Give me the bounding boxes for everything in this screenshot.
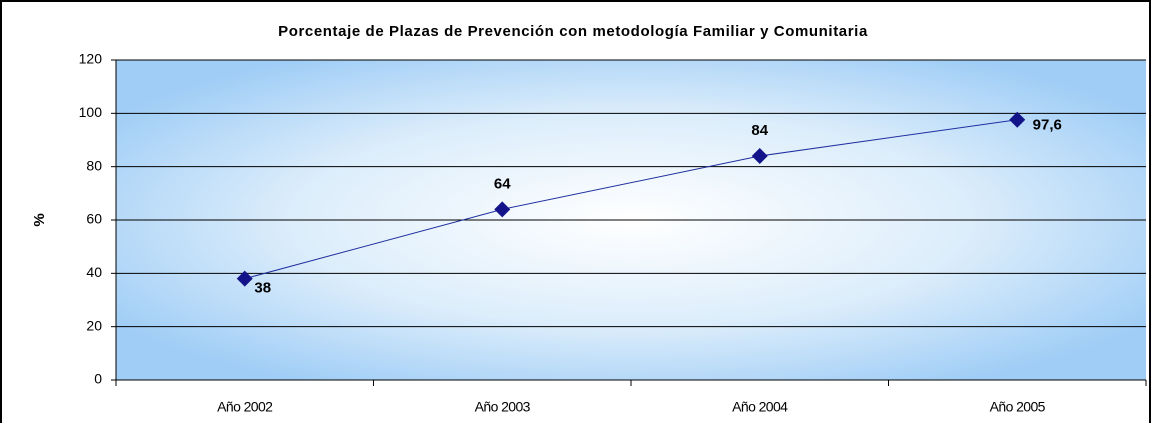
data-point	[236, 270, 253, 287]
y-tick-label: 20	[86, 317, 102, 333]
y-tick-label: 120	[79, 51, 103, 67]
y-tick-label: 40	[86, 264, 102, 280]
x-tick-label: Año 2003	[475, 399, 531, 415]
y-axis-label: %	[31, 213, 48, 226]
x-tick-label: Año 2002	[217, 399, 273, 415]
y-tick-label: 100	[79, 104, 103, 120]
y-tick-label: 60	[86, 211, 102, 227]
data-label: 38	[254, 280, 271, 297]
data-label: 97,6	[1033, 117, 1062, 134]
x-tick-label: Año 2004	[732, 399, 788, 415]
data-point	[1009, 111, 1026, 128]
y-tick-label: 80	[86, 157, 102, 173]
chart-title: Porcentaje de Plazas de Prevención con m…	[278, 23, 868, 40]
data-line	[244, 119, 1018, 280]
data-label: 84	[751, 122, 768, 139]
data-label: 64	[494, 175, 511, 192]
data-point	[494, 201, 511, 218]
x-tick-label: Año 2005	[990, 399, 1046, 415]
data-point	[751, 148, 768, 164]
y-tick-label: 0	[94, 371, 102, 387]
